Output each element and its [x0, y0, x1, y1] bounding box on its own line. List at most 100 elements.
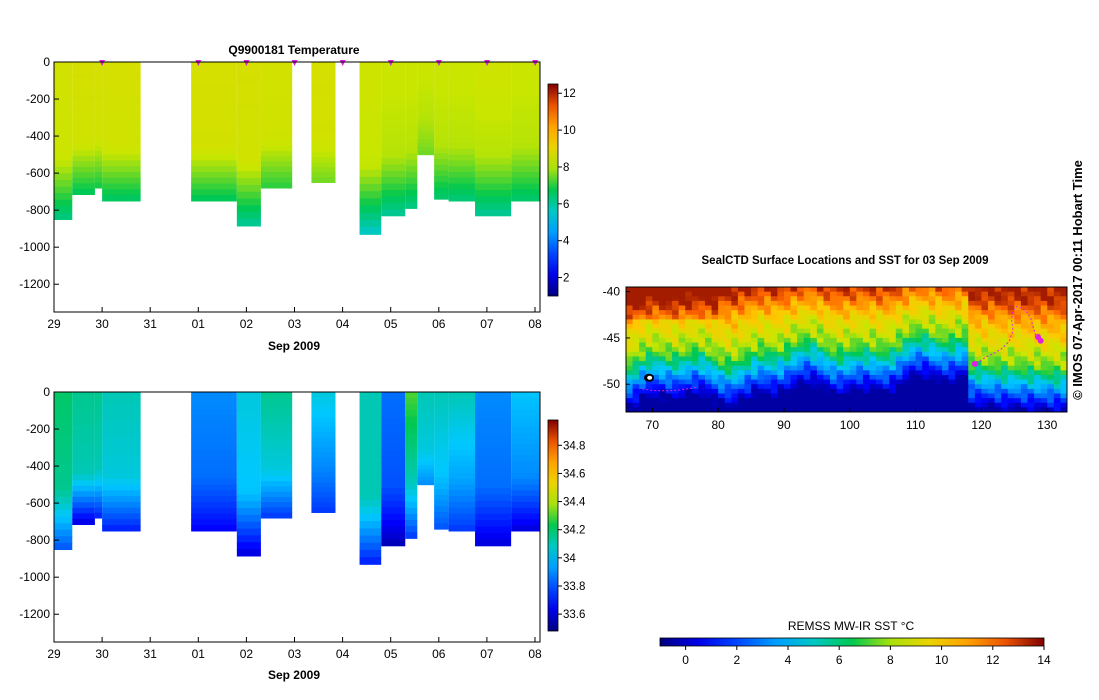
sst-cell	[711, 379, 719, 385]
sst-cell	[902, 388, 910, 394]
sst-cell	[724, 342, 732, 348]
sst-cell	[1014, 398, 1022, 404]
profile-cell	[102, 432, 141, 439]
profile-column	[311, 392, 336, 513]
profile-cell	[381, 526, 406, 534]
profile-marker	[339, 60, 346, 66]
profile-cell	[311, 487, 336, 493]
sst-cell	[639, 379, 647, 385]
sst-cell	[797, 310, 805, 316]
sst-cell	[922, 319, 930, 325]
profile-cell	[260, 454, 293, 461]
sst-cell	[816, 324, 824, 330]
sst-cell	[882, 291, 890, 297]
sst-cell	[882, 337, 890, 344]
sst-cell	[718, 356, 726, 362]
sst-cell	[955, 333, 963, 339]
sst-cell	[988, 337, 996, 344]
sst-cell	[797, 296, 805, 302]
profile-cell	[511, 62, 540, 69]
sst-cell	[895, 337, 903, 344]
sst-cell	[882, 407, 890, 412]
profile-cell	[236, 480, 261, 489]
sst-cell	[639, 393, 647, 399]
sst-cell	[652, 379, 660, 385]
sst-cell	[757, 365, 765, 371]
profile-cell	[417, 116, 435, 121]
profile-column	[359, 392, 382, 565]
profile-column	[102, 62, 141, 202]
sst-cell	[1007, 328, 1015, 334]
profile-cell	[102, 114, 141, 121]
profile-cell	[381, 392, 406, 400]
sst-cell	[672, 310, 680, 316]
profile-cell	[311, 172, 336, 178]
sst-cell	[882, 356, 890, 362]
sst-cell	[968, 365, 976, 371]
sst-cell	[1020, 333, 1029, 339]
sst-cell	[718, 384, 726, 390]
sst-cell	[678, 374, 686, 381]
sst-cell	[830, 291, 838, 297]
sst-cell	[1027, 342, 1035, 348]
sst-cell	[836, 300, 844, 307]
profile-cell	[311, 112, 336, 118]
profile-cell	[94, 77, 103, 84]
sst-cell	[711, 356, 719, 362]
sst-cell	[994, 305, 1002, 311]
profile-cell	[72, 513, 95, 520]
sst-cell	[777, 402, 785, 408]
profile-cell	[434, 403, 449, 410]
profile-cell	[434, 67, 449, 75]
profile-cell	[54, 173, 73, 181]
sst-cell	[1020, 407, 1029, 412]
sst-cell	[889, 374, 897, 381]
sst-cell	[869, 324, 877, 330]
sst-cell	[731, 333, 739, 339]
sst-cell	[830, 342, 838, 348]
sst-cell	[1047, 407, 1055, 412]
profile-cell	[191, 114, 237, 121]
sst-cell	[1040, 407, 1048, 412]
sst-cell	[915, 337, 923, 344]
sst-cell	[797, 300, 805, 307]
sst-cell	[665, 300, 673, 307]
profile-cell	[381, 436, 406, 444]
profile-cell	[94, 481, 103, 488]
sst-cell	[928, 314, 936, 320]
sst-cell	[1040, 384, 1048, 390]
seal-track	[642, 305, 1044, 392]
profile-cell	[475, 87, 512, 95]
sst-cell	[711, 310, 719, 316]
sst-cell	[770, 287, 778, 293]
sst-cell	[889, 398, 897, 404]
profile-cell	[434, 119, 449, 126]
sst-cell	[941, 393, 950, 399]
profile-cell	[102, 177, 141, 185]
sst-cell	[948, 374, 956, 381]
profile-column	[417, 62, 435, 156]
profile-column	[236, 392, 261, 557]
profile-cell	[236, 75, 261, 84]
x-tick-label: 08	[528, 317, 542, 331]
sst-cell	[803, 388, 811, 394]
sst-cell	[632, 365, 640, 371]
sst-cell	[836, 402, 844, 408]
sst-cell	[632, 300, 640, 307]
sst-cell	[1034, 342, 1042, 348]
sst-cell	[876, 300, 884, 307]
salinity-x-label: Sep 2009	[268, 668, 320, 682]
sst-cell	[632, 407, 640, 412]
sst-cell	[1020, 347, 1029, 353]
x-tick-label: 04	[336, 317, 350, 331]
profile-cell	[381, 539, 406, 547]
sst-cell	[764, 351, 772, 357]
sst-cell	[685, 305, 693, 311]
sst-cell	[645, 398, 653, 404]
profile-cell	[94, 172, 103, 179]
profile-cell	[405, 459, 418, 466]
profile-cell	[72, 95, 95, 102]
sst-cell	[639, 342, 647, 348]
sst-cell	[777, 305, 785, 311]
profile-cell	[102, 85, 141, 92]
